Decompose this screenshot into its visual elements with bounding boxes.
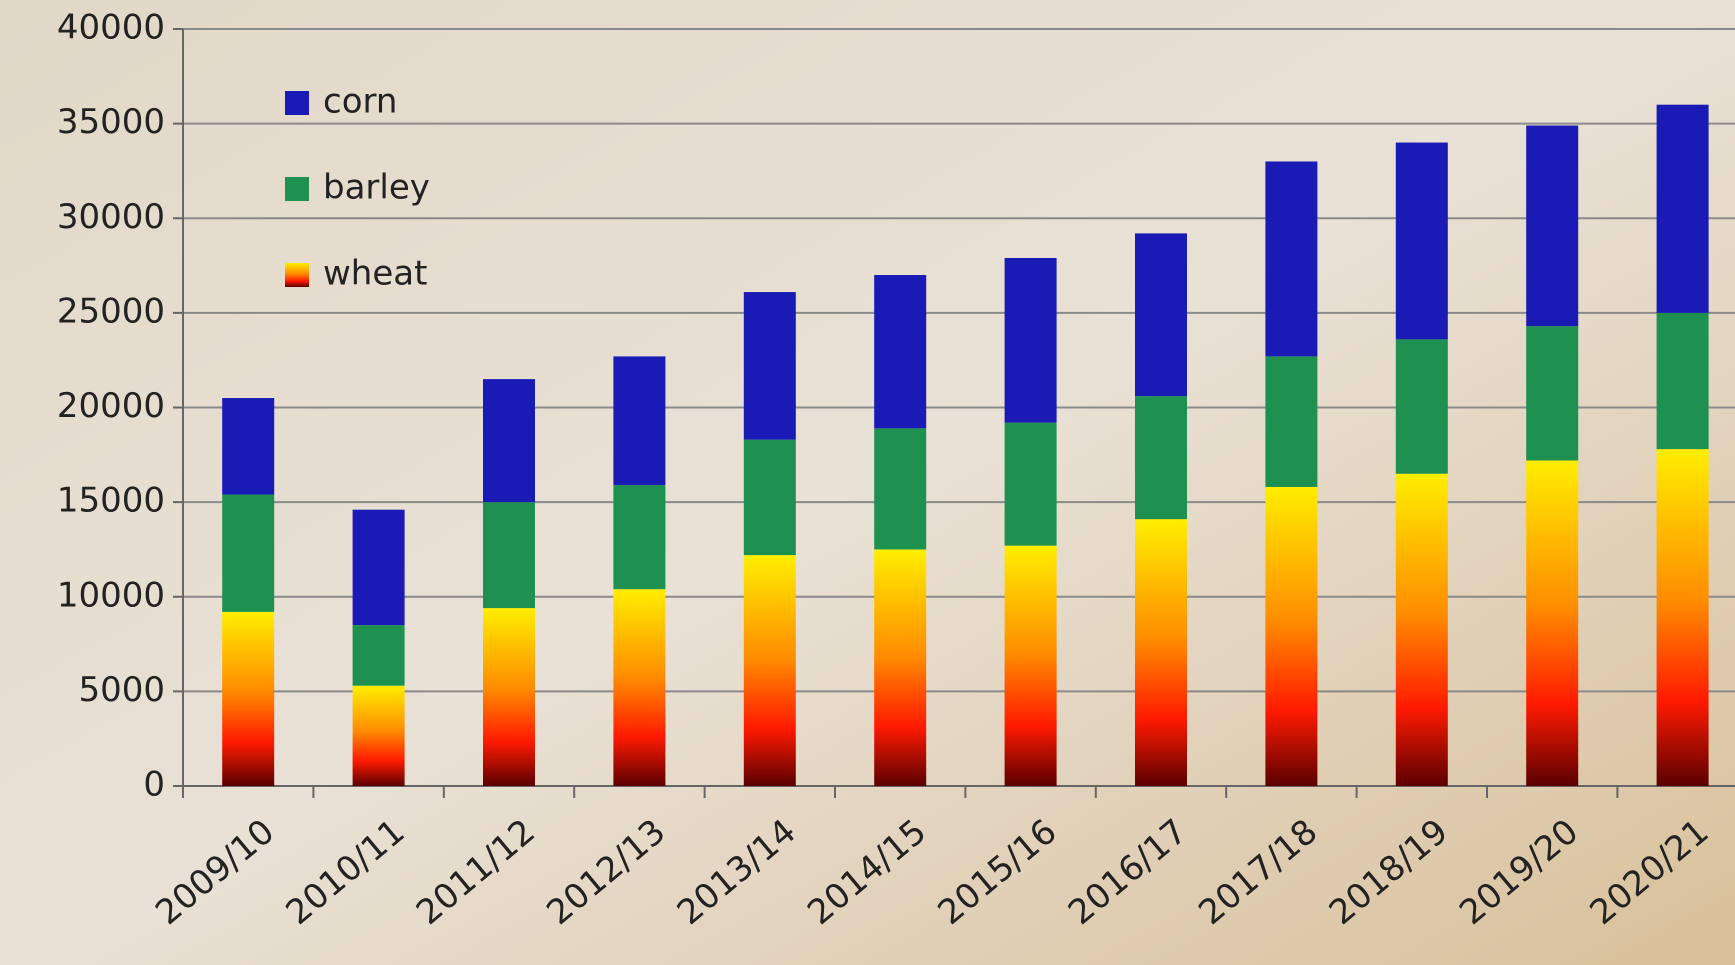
- bar-segment: [744, 292, 796, 440]
- bar-segment: [1526, 326, 1578, 460]
- bar-segment: [874, 549, 926, 786]
- y-tick-label: 15000: [57, 481, 165, 521]
- legend-swatch: [285, 91, 309, 115]
- bar-segment: [222, 495, 274, 612]
- y-tick-label: 20000: [57, 386, 165, 426]
- bar-segment: [1396, 339, 1448, 473]
- y-tick-label: 5000: [78, 670, 165, 710]
- y-tick-label: 40000: [57, 8, 165, 48]
- bar-segment: [1265, 487, 1317, 786]
- y-tick-label: 35000: [57, 102, 165, 142]
- bar-segment: [874, 428, 926, 549]
- bar-segment: [353, 686, 405, 786]
- bar-segment: [1526, 460, 1578, 786]
- bar-segment: [1396, 143, 1448, 340]
- bar-segment: [1005, 423, 1057, 546]
- bar-segment: [1005, 258, 1057, 423]
- bar-segment: [1657, 313, 1709, 449]
- bar-segment: [1005, 546, 1057, 786]
- bar-segment: [1265, 161, 1317, 356]
- bar-segment: [613, 589, 665, 786]
- page: 0 5000 10000 15000 20000 25000 30000 35000 40000…: [0, 0, 1735, 965]
- bar-segment: [613, 356, 665, 485]
- bar-segment: [222, 612, 274, 786]
- bar-segment: [1135, 519, 1187, 786]
- bar-segment: [744, 555, 796, 786]
- bar-segment: [1657, 105, 1709, 313]
- bar-segment: [1526, 126, 1578, 327]
- bar-segment: [1657, 449, 1709, 786]
- bar-segment: [483, 502, 535, 608]
- legend-swatch: [285, 263, 309, 287]
- y-tick-label: 30000: [57, 197, 165, 237]
- bar-segment: [744, 440, 796, 555]
- y-tick-label: 25000: [57, 291, 165, 331]
- y-tick-label: 0: [143, 765, 165, 805]
- bar-segment: [483, 379, 535, 502]
- legend-label: barley: [323, 168, 430, 208]
- bar-segment: [1265, 356, 1317, 487]
- bar-segment: [483, 608, 535, 786]
- bar-segment: [613, 485, 665, 589]
- legend-swatch: [285, 177, 309, 201]
- bar-segment: [353, 625, 405, 686]
- bar-segment: [1396, 474, 1448, 786]
- bar-segment: [1135, 396, 1187, 519]
- bar-segment: [874, 275, 926, 428]
- bar-segment: [1135, 233, 1187, 396]
- legend-label: corn: [323, 82, 397, 122]
- chart: 0 5000 10000 15000 20000 25000 30000 35000 40000…: [0, 0, 1735, 965]
- y-tick-label: 10000: [57, 575, 165, 615]
- bar-segment: [353, 510, 405, 625]
- bar-segment: [222, 398, 274, 495]
- legend-label: wheat: [323, 254, 427, 294]
